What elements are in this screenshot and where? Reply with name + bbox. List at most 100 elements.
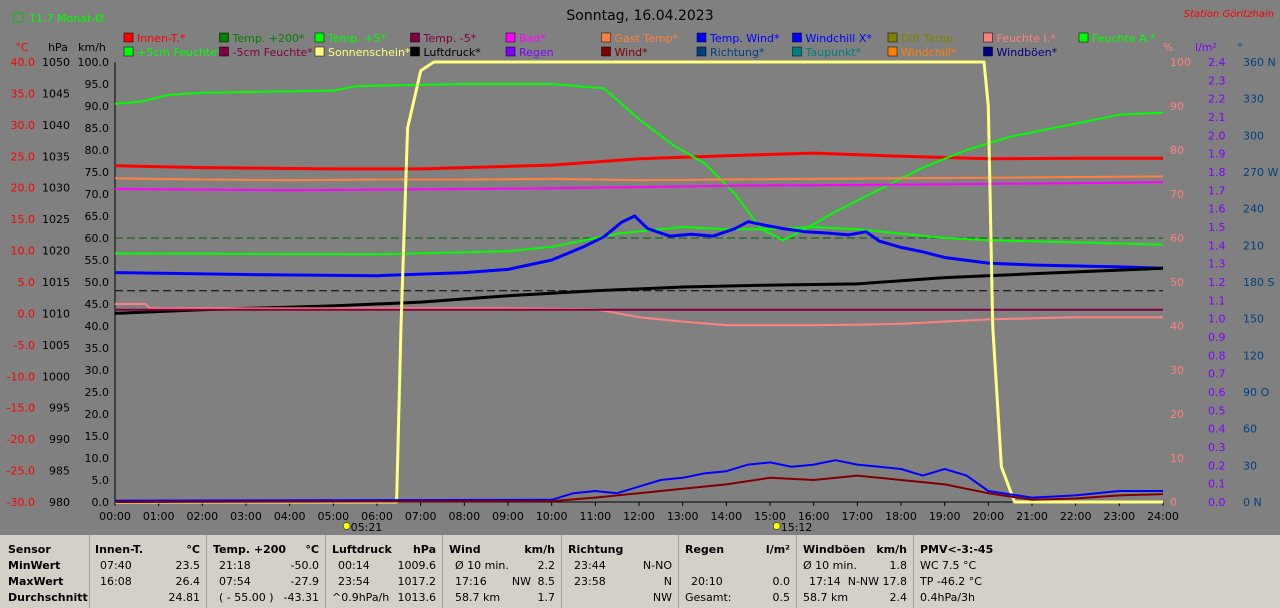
wind-tick-label: 75.0 [85,166,110,179]
pmv-avg: 0.4hPa/3h [920,591,976,604]
boeen-avg: 2.4 [889,591,908,604]
x-tick-label: 21:00 [1016,510,1048,523]
humidity-unit-label: % [1163,41,1173,54]
x-tick-label: 01:00 [143,510,175,523]
legend-label: Taupunkt* [805,46,862,59]
x-tick-label: 20:00 [972,510,1004,523]
wind-tick-label: 45.0 [85,298,110,311]
col-pmv: PMV<-3:-45 WC 7.5 °C TP -46.2 °C 0.4hPa/… [913,535,1280,608]
temp-unit-label: °C [15,41,29,54]
temp-tick-label: 30.0 [11,119,36,132]
wind-tick-label: 95.0 [85,78,110,91]
wind-tick-label: 40.0 [85,320,110,333]
x-tick-label: 15:00 [754,510,786,523]
legend-label: Temp. -5* [423,32,477,45]
direction-tick-label: 180 S [1243,276,1274,289]
col-regen: Regen l/m² 20:10 0.0 Gesamt: 0.5 [678,535,796,608]
humidity-tick-label: 50 [1170,276,1184,289]
rain-tick-label: 1.6 [1208,203,1226,216]
direction-tick-label: 120 [1243,349,1264,362]
temp-tick-label: 5.0 [18,276,36,289]
rain-tick-label: 0.6 [1208,386,1226,399]
x-tick-label: 19:00 [929,510,961,523]
x-tick-label: 14:00 [710,510,742,523]
direction-tick-label: 210 [1243,239,1264,252]
legend-label: Diff Temp. [901,32,956,45]
pressure-tick-label: 1010 [42,307,70,320]
series-bad [114,181,1164,192]
wind-tick-label: 100.0 [78,56,110,69]
temp200-min-time: 21:18 [219,559,251,572]
plot-area [115,62,1163,502]
rain-tick-label: 1.9 [1208,148,1226,161]
col-richtung: Richtung 23:44 N-NO 23:58 N NW [561,535,678,608]
legend-label: +5cm Feuchte* [137,46,223,59]
direction-tick-label: 0 N [1243,496,1262,509]
druck-avg: 1013.6 [397,591,437,604]
temp-tick-label: 25.0 [11,150,36,163]
legend-label: Windchill X* [806,32,873,45]
humidity-tick-label: 60 [1170,232,1184,245]
wind-min: 2.2 [537,559,556,572]
rain-tick-label: 2.0 [1208,129,1226,142]
pressure-tick-label: 990 [49,433,70,446]
richtung-max: N [663,575,672,588]
rain-tick-label: 0.3 [1208,441,1226,454]
pressure-tick-label: 1050 [42,56,70,69]
richtung-max-time: 23:58 [574,575,606,588]
innen-title: Innen-T. [95,543,144,556]
innen-max-time: 16:08 [100,575,132,588]
humidity-tick-label: 70 [1170,188,1184,201]
humidity-tick-label: 10 [1170,452,1184,465]
legend-label: Luftdruck* [424,46,482,59]
series-temp-wind [114,214,1164,278]
temp-tick-label: 10.0 [11,245,36,258]
col-druck: Luftdruck hPa 00:14 1009.6 23:54 1017.2 … [325,535,442,608]
legend-label: Feuchte A.* [1092,32,1156,45]
humidity-tick-label: 100 [1170,56,1191,69]
legend-swatch [123,46,134,57]
series-layer [114,60,1164,504]
wind-max-dir: NW [511,575,531,588]
pressure-tick-label: 1030 [42,182,70,195]
direction-tick-label: 300 [1243,129,1264,142]
rain-tick-label: 0.9 [1208,331,1226,344]
temp200-min: -50.0 [290,559,319,572]
label-min: MinWert [8,559,61,572]
x-tick-label: 24:00 [1147,510,1179,523]
wind-avg: 1.7 [537,591,556,604]
legend-label: Bad* [519,32,546,45]
boeen-min-label: Ø 10 min. [803,559,857,572]
boeen-min: 1.8 [889,559,908,572]
direction-tick-label: 90 O [1243,386,1269,399]
boeen-max-dir: N-NW [847,575,879,588]
innen-min-time: 07:40 [100,559,132,572]
boeen-max: 17.8 [882,575,908,588]
wind-min-label: Ø 10 min. [455,559,509,572]
humidity-tick-label: 90 [1170,100,1184,113]
series-windb-en [114,474,1164,503]
rain-tick-label: 2.3 [1208,74,1226,87]
x-tick-label: 08:00 [448,510,480,523]
temp200-avg-label: ( - 55.00 ) [219,591,274,604]
legend-swatch [983,46,993,57]
wind-tick-label: 85.0 [85,122,110,135]
wind-tick-label: 50.0 [85,276,110,289]
boeen-avg-label: 58.7 km [803,591,849,604]
wind-unit: km/h [524,543,555,556]
pressure-tick-label: 1040 [42,119,70,132]
humidity-tick-label: 20 [1170,408,1184,421]
regen-title: Regen [685,543,725,556]
legend-swatch [601,46,611,57]
rain-tick-label: 0.7 [1208,368,1226,381]
x-tick-label: 16:00 [798,510,830,523]
legend-label: Wind* [615,46,649,59]
legend-swatch [983,32,993,43]
series-wind [114,459,1163,502]
regen-max: 0.0 [772,575,791,588]
temp-tick-label: 0.0 [18,307,36,320]
legend-swatch [314,32,325,43]
legend-label: Gast Temp* [615,32,679,45]
x-tick-label: 23:00 [1103,510,1135,523]
boeen-max-time: 17:14 [809,575,841,588]
